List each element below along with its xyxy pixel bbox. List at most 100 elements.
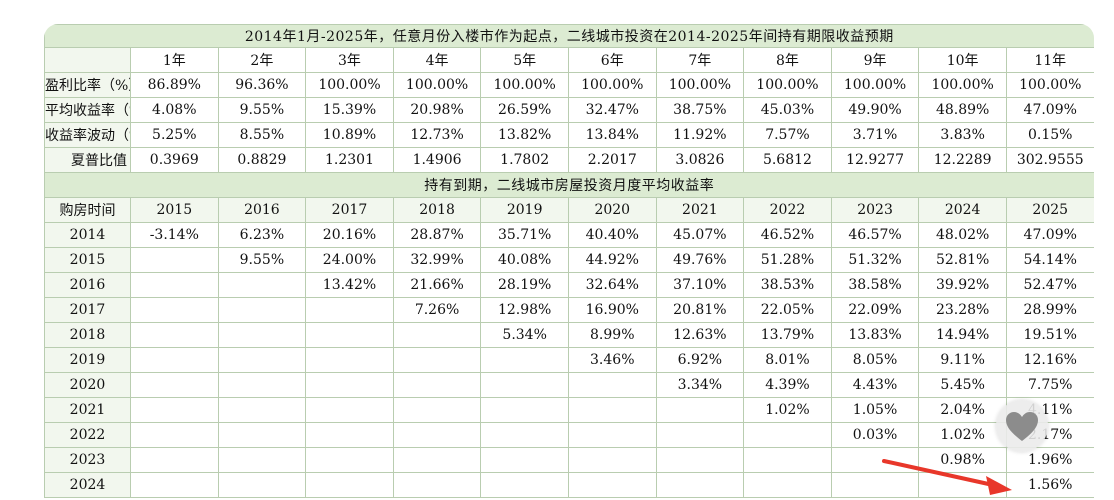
return-value: 39.92%	[918, 272, 1007, 298]
return-value: 8.99%	[567, 322, 657, 348]
purchase-year-label: 2015	[44, 247, 131, 273]
table-row: 2022 0.03% 1.02% 2.17%	[44, 422, 1094, 448]
return-value	[130, 447, 219, 473]
favorite-heart-button[interactable]	[996, 400, 1048, 452]
return-value	[392, 472, 482, 498]
exit-year-header: 2019	[480, 197, 569, 223]
metric-value: 47.09%	[1005, 97, 1094, 123]
return-value: 46.52%	[743, 222, 832, 248]
metric-row: 夏普比值 0.3969 0.8829 1.2301 1.4906 1.7802 2.2017…	[44, 147, 1094, 173]
exit-year-header: 2022	[743, 197, 832, 223]
return-value: 7.75%	[1005, 372, 1094, 398]
metric-value: 100.00%	[743, 72, 832, 98]
purchase-year-label: 2020	[44, 372, 131, 398]
return-value: 45.07%	[655, 222, 745, 248]
return-value: 32.99%	[392, 247, 482, 273]
return-value: 9.11%	[918, 347, 1007, 373]
return-value: 23.28%	[918, 297, 1007, 323]
return-value: 0.98%	[918, 447, 1007, 473]
return-value	[217, 322, 307, 348]
section2-title: 持有到期，二线城市房屋投资月度平均收益率	[44, 172, 1094, 198]
metric-value: 5.25%	[130, 122, 219, 148]
return-value: 28.87%	[392, 222, 482, 248]
return-value: 47.09%	[1005, 222, 1094, 248]
metric-value: 100.00%	[305, 72, 394, 98]
return-value: 38.53%	[743, 272, 832, 298]
metric-value: 26.59%	[480, 97, 569, 123]
return-value	[743, 422, 832, 448]
exit-year-header: 2017	[305, 197, 394, 223]
returns-table: 2014年1月-2025年，任意月份入楼市作为起点，二线城市投资在2014-20…	[44, 24, 1094, 498]
return-value	[305, 347, 394, 373]
heart-icon	[1006, 412, 1038, 441]
return-value: 24.00%	[305, 247, 394, 273]
purchase-year-label: 2022	[44, 422, 131, 448]
exit-year-header: 2018	[392, 197, 482, 223]
return-value: 49.76%	[655, 247, 745, 273]
return-value: 2.04%	[918, 397, 1007, 423]
return-value: 48.02%	[918, 222, 1007, 248]
return-value: 9.55%	[217, 247, 307, 273]
metric-value: 1.4906	[392, 147, 482, 173]
metric-value: 86.89%	[130, 72, 219, 98]
metric-row: 平均收益率（%）4.08%9.55%15.39%20.98%26.59%32.4…	[44, 97, 1094, 123]
return-value: 20.81%	[655, 297, 745, 323]
return-value	[217, 447, 307, 473]
holding-period-header: 4年	[392, 47, 482, 73]
return-value	[655, 422, 745, 448]
data-table-sheet: 2014年1月-2025年，任意月份入楼市作为起点，二线城市投资在2014-20…	[44, 24, 1094, 500]
table-row: 2016 13.42% 21.66% 28.19% 32.64% 37.10% 38.53%…	[44, 272, 1094, 298]
return-value: 44.92%	[567, 247, 657, 273]
purchase-year-label: 2024	[44, 472, 131, 498]
return-value	[217, 372, 307, 398]
holding-period-header: 6年	[567, 47, 657, 73]
holding-period-header: 10年	[918, 47, 1007, 73]
return-value: 1.56%	[1005, 472, 1094, 498]
exit-year-header: 2016	[217, 197, 307, 223]
return-value	[567, 472, 657, 498]
return-value	[480, 397, 569, 423]
return-value: 21.66%	[392, 272, 482, 298]
return-value	[655, 472, 745, 498]
return-value	[305, 422, 394, 448]
return-value: 51.32%	[830, 247, 920, 273]
return-value: 1.02%	[918, 422, 1007, 448]
table-row: 2018 5.34% 8.99% 12.63% 13.79% 13.83% 14.94% 19…	[44, 322, 1094, 348]
metric-value: 2.2017	[567, 147, 657, 173]
return-value: 4.39%	[743, 372, 832, 398]
section1-header-row: 1年 2年 3年 4年 5年 6年 7年 8年 9年 10年 11年	[44, 47, 1094, 73]
exit-year-header: 2023	[830, 197, 920, 223]
return-value: 13.79%	[743, 322, 832, 348]
return-value	[130, 472, 219, 498]
return-value: 37.10%	[655, 272, 745, 298]
table-row: 2023 0.98% 1.96%	[44, 447, 1094, 473]
return-value	[217, 297, 307, 323]
return-value: 22.09%	[830, 297, 920, 323]
metric-value: 96.36%	[217, 72, 307, 98]
metric-label: 收益率波动（%）	[44, 122, 131, 148]
holding-period-header: 8年	[743, 47, 832, 73]
metric-value: 12.73%	[392, 122, 482, 148]
metric-label: 平均收益率（%）	[44, 97, 131, 123]
return-value: 1.96%	[1005, 447, 1094, 473]
return-value: 46.57%	[830, 222, 920, 248]
metric-value: 100.00%	[480, 72, 569, 98]
return-value: 13.83%	[830, 322, 920, 348]
return-value: 14.94%	[918, 322, 1007, 348]
section1-corner-cell	[44, 47, 131, 73]
return-value: 13.42%	[305, 272, 394, 298]
return-value: 8.05%	[830, 347, 920, 373]
return-value	[305, 472, 394, 498]
holding-period-header: 5年	[480, 47, 569, 73]
return-value: 22.05%	[743, 297, 832, 323]
return-value	[567, 447, 657, 473]
return-value: 12.98%	[480, 297, 569, 323]
table-row: 2019 3.46% 6.92% 8.01% 8.05% 9.11% 12.16%	[44, 347, 1094, 373]
return-value: 51.28%	[743, 247, 832, 273]
metric-value: 100.00%	[655, 72, 745, 98]
return-value	[830, 472, 920, 498]
exit-year-header: 2020	[567, 197, 657, 223]
return-value: 4.43%	[830, 372, 920, 398]
return-value: 40.08%	[480, 247, 569, 273]
